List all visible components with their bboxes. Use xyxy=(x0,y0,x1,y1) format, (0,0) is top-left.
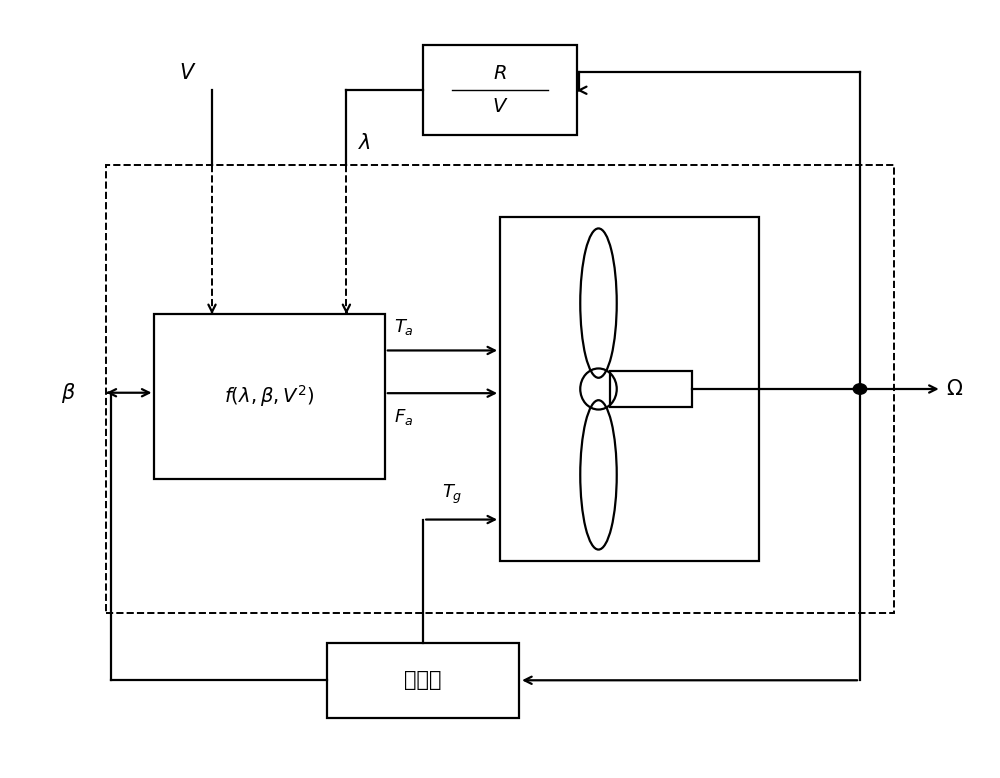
Text: $f(\lambda,\beta,V^2)$: $f(\lambda,\beta,V^2)$ xyxy=(224,384,315,409)
Bar xyxy=(154,314,385,478)
Text: $\Omega$: $\Omega$ xyxy=(946,379,964,399)
Text: $T_g$: $T_g$ xyxy=(442,483,463,506)
Text: $V$: $V$ xyxy=(492,97,508,116)
Text: $\lambda$: $\lambda$ xyxy=(358,132,371,152)
Text: 控制器: 控制器 xyxy=(404,671,442,690)
Bar xyxy=(610,371,692,407)
Text: $V$: $V$ xyxy=(179,63,197,82)
Text: $T_a$: $T_a$ xyxy=(394,317,414,337)
Circle shape xyxy=(853,384,867,394)
Text: $\beta$: $\beta$ xyxy=(61,380,75,405)
Bar xyxy=(327,643,519,717)
Bar xyxy=(500,217,759,561)
Text: $R$: $R$ xyxy=(493,65,507,83)
Bar xyxy=(423,45,577,135)
Text: $F_a$: $F_a$ xyxy=(394,407,414,426)
Bar xyxy=(106,165,894,613)
